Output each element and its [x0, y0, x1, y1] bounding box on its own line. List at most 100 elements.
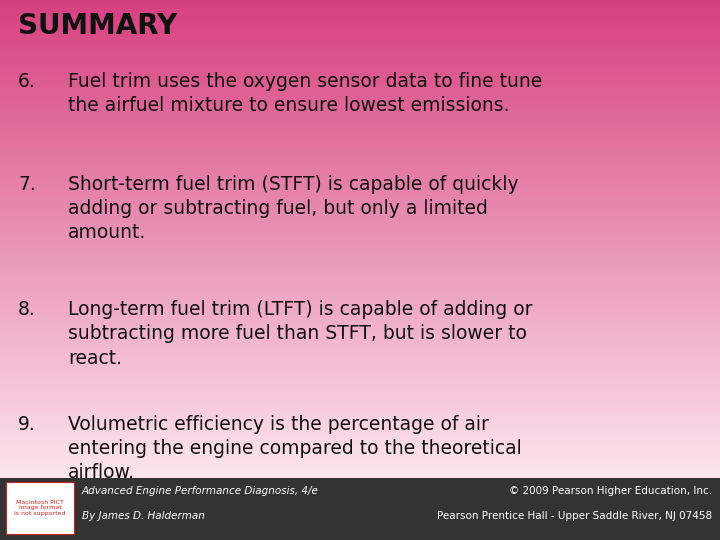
Bar — [0, 399, 720, 400]
Bar — [0, 43, 720, 44]
Bar — [0, 198, 720, 200]
Bar — [0, 346, 720, 347]
Bar — [0, 360, 720, 361]
Bar — [0, 1, 720, 2]
Bar — [0, 73, 720, 74]
Bar — [0, 226, 720, 227]
Bar — [0, 313, 720, 314]
Bar — [0, 312, 720, 313]
Bar — [0, 455, 720, 456]
Bar — [0, 23, 720, 24]
Bar — [0, 68, 720, 69]
Bar — [0, 472, 720, 473]
Bar — [0, 50, 720, 51]
Bar — [0, 172, 720, 173]
Bar — [0, 209, 720, 210]
Bar — [0, 273, 720, 274]
Bar — [0, 406, 720, 408]
Bar — [0, 324, 720, 325]
Bar — [0, 121, 720, 122]
Text: Long-term fuel trim (LTFT) is capable of adding or
subtracting more fuel than ST: Long-term fuel trim (LTFT) is capable of… — [68, 300, 533, 368]
Bar — [0, 374, 720, 375]
Bar — [0, 160, 720, 161]
Bar — [0, 235, 720, 237]
Bar — [0, 354, 720, 355]
Bar — [0, 464, 720, 465]
Bar — [0, 136, 720, 137]
Bar — [0, 176, 720, 177]
Bar — [0, 179, 720, 180]
Bar — [0, 195, 720, 196]
Bar — [0, 62, 720, 63]
Bar — [0, 180, 720, 181]
Bar — [0, 207, 720, 208]
Bar — [0, 309, 720, 310]
Bar — [0, 433, 720, 434]
Bar — [0, 64, 720, 66]
Bar — [0, 142, 720, 144]
Bar — [0, 129, 720, 130]
Bar — [0, 206, 720, 207]
Bar — [0, 470, 720, 471]
Bar — [0, 460, 720, 461]
Bar — [0, 248, 720, 250]
Bar — [0, 395, 720, 397]
Bar — [0, 167, 720, 168]
Bar — [0, 375, 720, 376]
Bar — [0, 31, 720, 32]
Bar — [0, 128, 720, 129]
Bar — [0, 476, 720, 477]
Bar — [0, 286, 720, 287]
Bar — [0, 16, 720, 17]
Bar — [0, 93, 720, 94]
Bar — [0, 103, 720, 104]
Bar — [0, 28, 720, 29]
Bar — [0, 436, 720, 437]
Bar — [0, 141, 720, 142]
Bar — [0, 379, 720, 380]
Text: © 2009 Pearson Higher Education, Inc.: © 2009 Pearson Higher Education, Inc. — [509, 486, 712, 496]
Bar — [0, 39, 720, 40]
Bar — [0, 325, 720, 326]
Bar — [0, 183, 720, 184]
Bar — [0, 275, 720, 276]
Bar — [0, 186, 720, 187]
Bar — [0, 438, 720, 440]
Bar — [0, 22, 720, 23]
Bar — [0, 75, 720, 77]
Bar — [0, 150, 720, 151]
Bar — [0, 404, 720, 405]
Bar — [0, 10, 720, 11]
Bar — [0, 468, 720, 470]
Bar — [0, 81, 720, 83]
Bar — [0, 40, 720, 42]
Bar — [0, 352, 720, 353]
Text: By James D. Halderman: By James D. Halderman — [82, 511, 205, 521]
Bar — [0, 242, 720, 244]
Bar — [0, 368, 720, 369]
Bar — [0, 294, 720, 295]
Bar — [0, 451, 720, 453]
Bar — [0, 99, 720, 100]
Bar — [0, 271, 720, 273]
Bar — [0, 279, 720, 280]
Bar — [0, 105, 720, 106]
Bar — [0, 225, 720, 226]
Bar — [0, 274, 720, 275]
Bar — [0, 299, 720, 300]
Bar — [0, 163, 720, 164]
Bar — [0, 456, 720, 458]
Bar — [0, 0, 720, 1]
Bar — [0, 164, 720, 165]
Bar — [0, 257, 720, 258]
Bar — [0, 15, 720, 16]
Bar — [0, 306, 720, 307]
Bar — [0, 349, 720, 350]
Bar — [0, 217, 720, 218]
Bar — [0, 140, 720, 141]
Bar — [0, 118, 720, 119]
Bar — [0, 253, 720, 254]
Bar — [0, 420, 720, 421]
Bar — [0, 135, 720, 136]
Text: Fuel trim uses the oxygen sensor data to fine tune
the airfuel mixture to ensure: Fuel trim uses the oxygen sensor data to… — [68, 72, 542, 115]
